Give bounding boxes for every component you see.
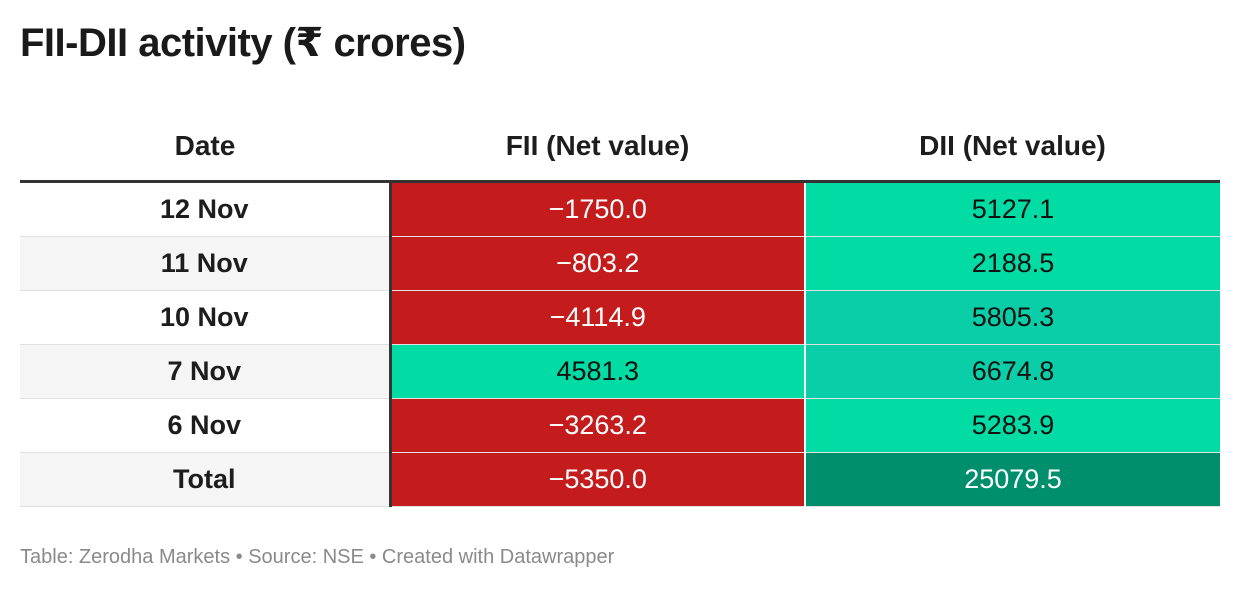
date-cell: 12 Nov [20, 181, 392, 237]
dii-value-cell: 6674.8 [805, 344, 1220, 399]
dii-value-cell: 5283.9 [805, 398, 1220, 453]
chart-title: FII-DII activity (₹ crores) [20, 21, 466, 65]
table-row: 11 Nov −803.2 2188.5 [20, 236, 1220, 291]
fii-dii-table: Date FII (Net value) DII (Net value) 12 … [20, 112, 1220, 507]
column-header-date[interactable]: Date [20, 112, 390, 183]
dii-value-cell: 2188.5 [805, 236, 1220, 291]
table-row: 7 Nov 4581.3 6674.8 [20, 344, 1220, 399]
date-cell: Total [20, 452, 392, 507]
date-cell: 10 Nov [20, 290, 392, 345]
table-body: 12 Nov −1750.0 5127.1 11 Nov −803.2 2188.5 10 … [20, 181, 1220, 507]
fii-value-cell: −803.2 [390, 236, 806, 291]
fii-value-cell: −5350.0 [390, 452, 806, 507]
header-row: Date FII (Net value) DII (Net value) [20, 112, 1220, 183]
fii-value-cell: −3263.2 [390, 398, 806, 453]
table-row: 6 Nov −3263.2 5283.9 [20, 398, 1220, 453]
table-row: 10 Nov −4114.9 5805.3 [20, 290, 1220, 345]
fii-value-cell: 4581.3 [390, 344, 806, 399]
table-footer: Table: Zerodha Markets • Source: NSE • C… [20, 546, 615, 568]
dii-value-cell: 5805.3 [805, 290, 1220, 345]
fii-value-cell: −4114.9 [390, 290, 806, 345]
column-header-fii[interactable]: FII (Net value) [390, 112, 805, 183]
column-header-dii[interactable]: DII (Net value) [805, 112, 1220, 183]
fii-value-cell: −1750.0 [390, 181, 806, 237]
table-row: 12 Nov −1750.0 5127.1 [20, 181, 1220, 237]
date-cell: 7 Nov [20, 344, 392, 399]
dii-value-cell: 25079.5 [805, 452, 1220, 507]
table-row: Total −5350.0 25079.5 [20, 452, 1220, 507]
dii-value-cell: 5127.1 [805, 181, 1220, 237]
date-cell: 6 Nov [20, 398, 392, 453]
date-cell: 11 Nov [20, 236, 392, 291]
